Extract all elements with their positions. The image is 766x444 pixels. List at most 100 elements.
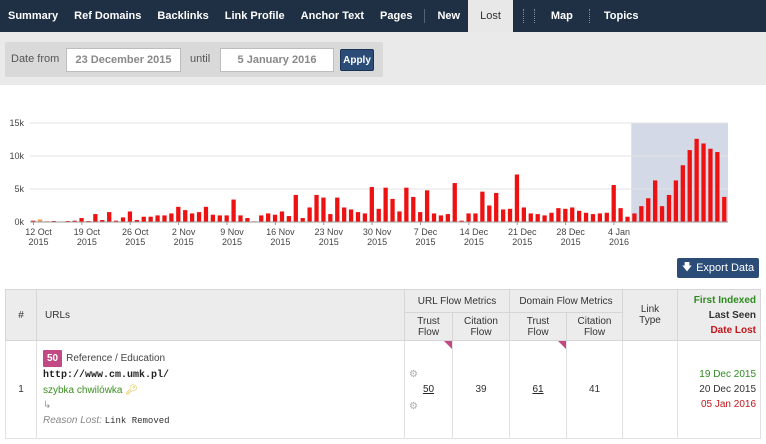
nav-backlinks[interactable]: Backlinks <box>157 10 209 22</box>
url-trust-flow-link[interactable]: 50 <box>422 384 435 395</box>
bar <box>376 208 381 222</box>
row-num: 1 <box>5 340 37 439</box>
bar <box>259 215 264 222</box>
y-tick-label: 0k <box>14 217 24 227</box>
reason-lost-value: Link Removed <box>104 416 170 426</box>
bar <box>107 212 112 222</box>
bar <box>328 214 333 222</box>
export-data-button[interactable]: 🡇 Export Data <box>677 258 759 278</box>
bar <box>452 183 457 222</box>
y-tick-label: 10k <box>9 151 24 161</box>
date-until-input[interactable] <box>220 48 334 72</box>
x-tick-label: 28 Dec <box>556 227 585 237</box>
bar <box>563 208 568 222</box>
bar <box>127 211 133 222</box>
x-tick-label: 9 Nov <box>220 227 244 237</box>
bar <box>542 215 547 222</box>
bar <box>431 213 437 222</box>
nav-topics[interactable]: Topics <box>603 10 639 22</box>
nav-anchor-text[interactable]: Anchor Text <box>300 10 365 22</box>
nav-pages[interactable]: Pages <box>380 10 413 22</box>
bar <box>715 152 720 222</box>
bar <box>183 210 188 222</box>
nav-ref-domains[interactable]: Ref Domains <box>74 10 142 22</box>
bar <box>445 214 450 222</box>
col-date-lost[interactable]: Date Lost <box>710 324 757 336</box>
y-tick-label: 5k <box>14 184 24 194</box>
bar <box>31 220 36 222</box>
url-citation-flow-cell: 39 <box>452 340 510 439</box>
col-first-indexed[interactable]: First Indexed <box>693 294 757 306</box>
bar <box>307 207 312 222</box>
bar <box>397 211 402 222</box>
bar <box>176 206 181 222</box>
bar <box>521 207 526 222</box>
col-urls[interactable]: URLs <box>36 289 405 341</box>
nav-map[interactable]: Map <box>550 10 573 22</box>
bar <box>203 206 209 222</box>
x-tick-label: 23 Nov <box>314 227 343 237</box>
bar <box>93 214 98 222</box>
apply-button[interactable]: Apply <box>340 49 374 71</box>
col-domain-flow-metrics: Domain Flow Metrics <box>508 289 624 313</box>
bar <box>576 210 582 222</box>
bar <box>266 213 271 222</box>
col-domain-trust-flow[interactable]: Trust Flow <box>509 312 567 341</box>
col-url-trust-flow[interactable]: Trust Flow <box>404 312 453 341</box>
bar <box>632 213 637 222</box>
until-label: until <box>190 53 211 65</box>
col-last-seen[interactable]: Last Seen <box>708 309 757 321</box>
date-filter: Date from until Apply <box>5 42 383 77</box>
x-tick-label: 30 Nov <box>363 227 392 237</box>
bar <box>535 214 540 222</box>
date-from-input[interactable] <box>66 48 181 72</box>
col-domain-citation-flow[interactable]: Citation Flow <box>565 312 624 341</box>
nav-link-profile[interactable]: Link Profile <box>224 10 285 22</box>
bar <box>231 199 236 222</box>
topic-corner-marker <box>444 341 452 349</box>
x-tick-label: 26 Oct <box>122 227 149 237</box>
bar <box>342 207 347 222</box>
bar <box>141 216 146 222</box>
bar <box>625 216 630 222</box>
nav-divider <box>522 9 524 23</box>
bar <box>673 180 679 222</box>
bar <box>494 192 499 222</box>
x-tick-label: 14 Dec <box>460 227 489 237</box>
domain-trust-flow-cell: 61 <box>509 340 567 439</box>
bar <box>210 214 216 222</box>
nav-summary[interactable]: Summary <box>8 10 59 22</box>
nav-divider <box>588 9 590 23</box>
bar <box>120 217 126 222</box>
bar <box>708 148 713 222</box>
col-link-type[interactable]: Link Type <box>622 289 679 341</box>
reason-lost-label: Reason Lost: <box>43 415 102 426</box>
bar <box>618 208 623 222</box>
date-lost-value: 05 Jan 2016 <box>700 399 757 410</box>
bar <box>314 194 319 222</box>
bar <box>113 220 119 222</box>
topic-corner-marker <box>558 341 566 349</box>
col-url-flow-metrics: URL Flow Metrics <box>404 289 510 313</box>
download-icon: 🡇 <box>681 261 693 273</box>
bar <box>418 212 423 222</box>
top-nav: Summary Ref Domains Backlinks Link Profi… <box>0 0 766 32</box>
source-url-link[interactable]: http://www.cm.umk.pl/ <box>43 370 170 381</box>
filter-band: Date from until Apply <box>0 32 766 85</box>
col-url-citation-flow[interactable]: Citation Flow <box>452 312 510 341</box>
bar <box>286 216 292 222</box>
key-icon: 🔑︎ <box>125 385 138 396</box>
nav-new[interactable]: New <box>437 10 461 22</box>
bar <box>224 215 229 222</box>
bar <box>390 198 395 222</box>
nav-lost[interactable]: Lost <box>468 0 513 32</box>
x-tick-label: 2 Nov <box>172 227 196 237</box>
domain-trust-flow-link[interactable]: 61 <box>532 384 544 395</box>
x-tick-year-label: 2015 <box>319 237 339 247</box>
bar <box>666 194 672 222</box>
bar <box>653 180 658 222</box>
bar <box>687 150 692 222</box>
x-tick-label: 7 Dec <box>414 227 438 237</box>
bar <box>217 215 222 222</box>
